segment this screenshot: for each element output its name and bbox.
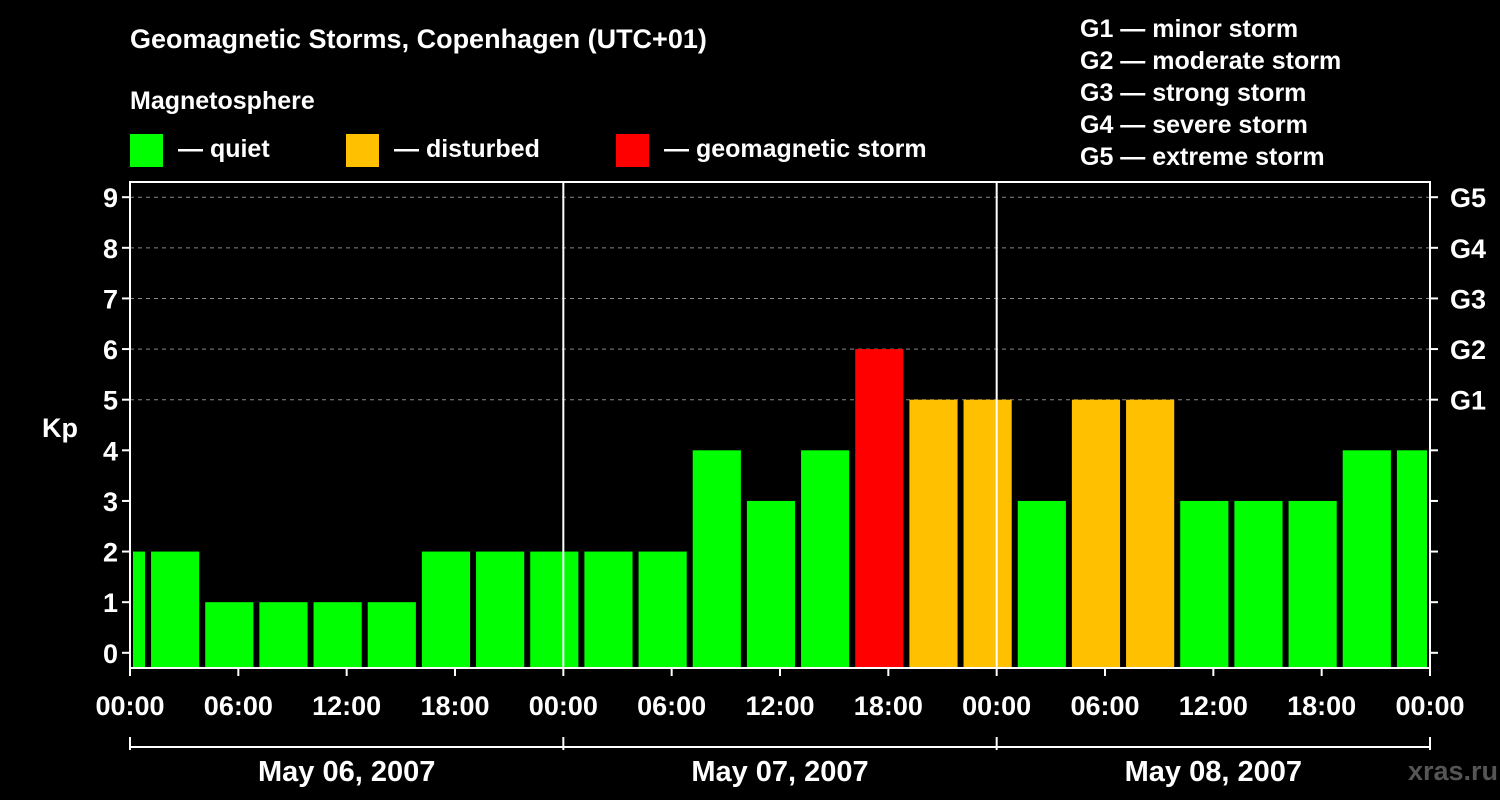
legend-swatch-2 xyxy=(616,134,649,167)
y-axis-label: Kp xyxy=(42,413,78,443)
x-tick-label-4: 00:00 xyxy=(529,691,598,721)
kp-bar-17 xyxy=(1017,500,1066,668)
kp-bar-12 xyxy=(746,500,796,668)
legend-label-2: — geomagnetic storm xyxy=(664,135,927,163)
kp-bar-16 xyxy=(963,399,1012,668)
y-tick-label-2: 2 xyxy=(103,538,118,568)
kp-bar-10 xyxy=(638,551,687,668)
x-tick-label-11: 18:00 xyxy=(1287,691,1356,721)
legend-heading: Magnetosphere xyxy=(130,87,315,115)
y-tick-label-0: 0 xyxy=(103,639,118,669)
storm-scale-legend: G1 — minor storm G2 — moderate storm G3 — … xyxy=(1080,15,1341,171)
g-level-label-4: G5 xyxy=(1450,183,1486,213)
kp-bar-6 xyxy=(421,551,471,668)
y-tick-label-6: 6 xyxy=(103,335,118,365)
storm-scale-item-1: G2 — moderate storm xyxy=(1080,47,1341,75)
kp-bar-8 xyxy=(530,551,579,668)
x-tick-label-10: 12:00 xyxy=(1179,691,1248,721)
x-tick-label-1: 06:00 xyxy=(204,691,273,721)
status-legend: — quiet — disturbed — geomagnetic storm xyxy=(130,134,927,167)
kp-bar-7 xyxy=(476,551,525,668)
kp-bar-4 xyxy=(313,602,362,668)
kp-bar-14 xyxy=(855,349,904,668)
storm-scale-item-0: G1 — minor storm xyxy=(1080,15,1298,43)
x-tick-label-5: 06:00 xyxy=(637,691,706,721)
legend-swatch-0 xyxy=(130,134,163,167)
chart-title: Geomagnetic Storms, Copenhagen (UTC+01) xyxy=(130,24,707,54)
x-tick-label-6: 12:00 xyxy=(745,691,814,721)
g-level-label-2: G3 xyxy=(1450,284,1486,314)
y-tick-label-5: 5 xyxy=(103,386,118,416)
kp-bar-22 xyxy=(1288,500,1337,668)
kp-bar-1 xyxy=(151,551,200,668)
y-tick-label-9: 9 xyxy=(103,183,118,213)
legend-swatch-1 xyxy=(346,134,379,167)
kp-bar-18 xyxy=(1071,399,1121,668)
day-label-0: May 06, 2007 xyxy=(258,756,435,788)
kp-bar-21 xyxy=(1234,500,1283,668)
x-tick-label-9: 06:00 xyxy=(1070,691,1139,721)
kp-bar-9 xyxy=(584,551,633,668)
y-tick-label-4: 4 xyxy=(103,436,118,466)
day-label-2: May 08, 2007 xyxy=(1125,756,1302,788)
storm-scale-item-3: G4 — severe storm xyxy=(1080,111,1308,139)
watermark: xras.ru xyxy=(1408,756,1498,786)
kp-bar-19 xyxy=(1126,399,1175,668)
g-level-label-3: G4 xyxy=(1450,234,1486,264)
kp-bar-23 xyxy=(1342,450,1391,668)
x-tick-label-0: 00:00 xyxy=(95,691,164,721)
kp-bar-3 xyxy=(259,602,308,668)
x-tick-label-7: 18:00 xyxy=(854,691,923,721)
kp-bar-13 xyxy=(801,450,850,668)
y-tick-label-3: 3 xyxy=(103,487,118,517)
kp-bar-24 xyxy=(1396,450,1427,668)
legend-label-1: — disturbed xyxy=(394,135,540,163)
day-label-1: May 07, 2007 xyxy=(691,756,868,788)
x-tick-label-3: 18:00 xyxy=(420,691,489,721)
g-level-label-1: G2 xyxy=(1450,335,1486,365)
storm-scale-item-2: G3 — strong storm xyxy=(1080,79,1306,107)
y-tick-label-8: 8 xyxy=(103,234,118,264)
kp-bar-5 xyxy=(367,602,416,668)
y-tick-label-7: 7 xyxy=(103,284,118,314)
kp-bar-15 xyxy=(909,399,958,668)
storm-scale-item-4: G5 — extreme storm xyxy=(1080,143,1325,171)
x-tick-label-8: 00:00 xyxy=(962,691,1031,721)
kp-bar-11 xyxy=(692,450,741,668)
g-level-label-0: G1 xyxy=(1450,386,1486,416)
x-tick-label-12: 00:00 xyxy=(1395,691,1464,721)
plot-area: 0 1 2 3 4 5 6 7 8 9 G1 G2 G3 G4 G5 00:00 06:00 12:00 18:00… xyxy=(95,181,1486,788)
kp-bar-20 xyxy=(1180,500,1229,668)
y-tick-label-1: 1 xyxy=(103,588,118,618)
x-tick-label-2: 12:00 xyxy=(312,691,381,721)
legend-label-0: — quiet xyxy=(178,135,270,163)
kp-bar-2 xyxy=(205,602,254,668)
kp-bar-0 xyxy=(133,551,146,668)
